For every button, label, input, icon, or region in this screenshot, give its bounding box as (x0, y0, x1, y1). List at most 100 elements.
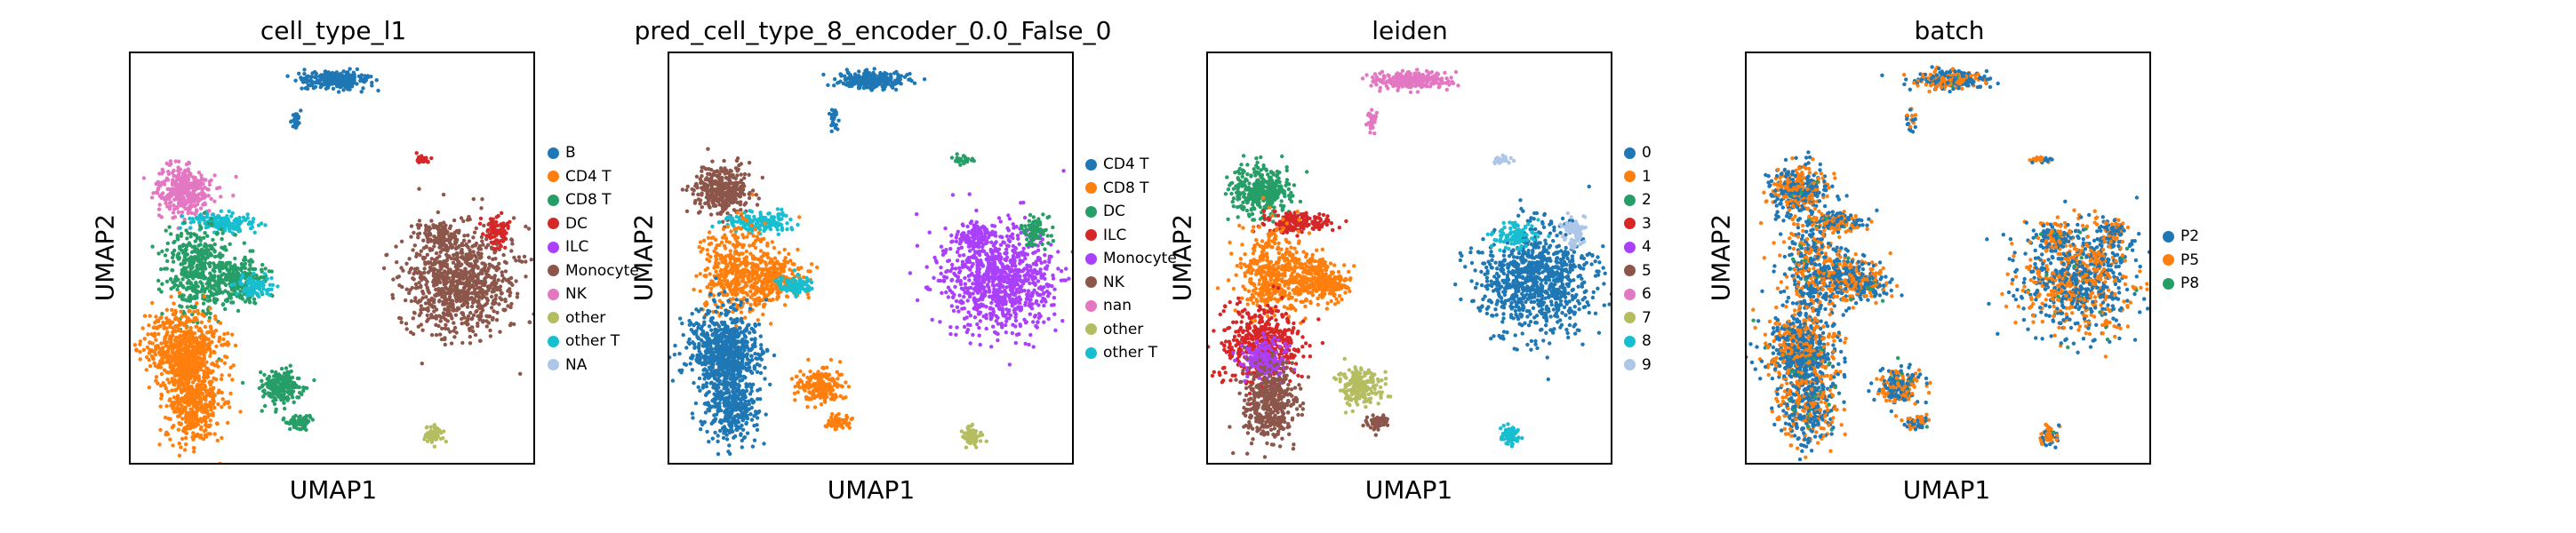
data-point (464, 282, 468, 287)
data-point (187, 309, 191, 314)
data-point (733, 166, 739, 171)
data-point (215, 230, 220, 235)
data-point (889, 76, 893, 81)
data-point (161, 360, 166, 365)
data-point (491, 257, 495, 261)
data-point (180, 210, 185, 214)
data-point (425, 319, 429, 323)
data-point (856, 76, 860, 82)
data-point (196, 186, 201, 190)
data-point (486, 255, 492, 259)
data-point (248, 276, 253, 281)
data-point (207, 318, 212, 323)
cluster-small_red (949, 152, 976, 167)
data-point (230, 211, 235, 216)
data-point (469, 284, 474, 289)
data-point (169, 188, 174, 194)
data-point (295, 426, 300, 431)
data-point (289, 369, 293, 374)
data-point (195, 343, 199, 347)
data-point (341, 69, 346, 74)
data-point (222, 361, 228, 365)
data-point (219, 377, 224, 381)
data-point (216, 390, 220, 395)
data-point (216, 402, 220, 407)
data-point (222, 402, 227, 406)
data-point (184, 273, 189, 277)
data-point (438, 319, 443, 323)
data-point (260, 378, 264, 383)
data-point (198, 257, 203, 261)
data-point (456, 289, 460, 293)
data-point (175, 206, 180, 211)
data-point (184, 415, 188, 420)
data-point (170, 180, 175, 185)
data-point (416, 235, 420, 240)
data-point (703, 201, 708, 206)
data-point (174, 396, 179, 401)
data-point (203, 256, 207, 260)
data-point (532, 312, 533, 316)
data-point (208, 394, 213, 399)
data-point (288, 426, 292, 432)
data-point (203, 242, 208, 246)
data-point (235, 227, 239, 231)
data-point (473, 262, 477, 267)
data-point (156, 182, 161, 187)
data-point (183, 206, 188, 211)
data-point (493, 293, 499, 298)
data-point (865, 76, 869, 80)
data-point (178, 294, 182, 298)
data-point (164, 432, 168, 437)
data-point (208, 311, 212, 315)
data-point (184, 228, 188, 233)
data-point (286, 386, 292, 391)
data-point (481, 320, 485, 324)
data-point (164, 316, 169, 321)
data-point (440, 326, 444, 330)
data-point (238, 282, 243, 286)
data-point (187, 392, 192, 396)
data-point (409, 298, 414, 304)
data-point (180, 314, 184, 319)
data-point (478, 338, 483, 343)
data-point (188, 220, 193, 225)
data-point (150, 341, 155, 346)
data-point (145, 345, 150, 350)
cluster-top_island (285, 67, 380, 94)
data-point (230, 378, 235, 382)
data-point (267, 385, 271, 389)
data-point (177, 171, 181, 175)
data-point (178, 304, 182, 308)
data-point (292, 385, 298, 390)
data-point (424, 245, 428, 250)
data-point (722, 201, 726, 205)
data-point (188, 329, 193, 333)
data-point (444, 223, 448, 227)
data-point (480, 197, 484, 202)
data-point (200, 391, 205, 396)
data-point (218, 251, 222, 256)
data-point (224, 354, 229, 360)
data-point (412, 230, 416, 235)
data-point (172, 301, 176, 306)
data-point (149, 195, 155, 200)
data-point (189, 362, 194, 367)
data-point (208, 298, 212, 303)
data-point (208, 306, 212, 311)
data-point (217, 290, 222, 295)
data-point (176, 414, 180, 418)
data-point (164, 279, 170, 284)
data-point (480, 239, 484, 243)
data-point (510, 242, 515, 246)
data-point (228, 260, 232, 265)
data-point (237, 228, 243, 233)
data-point (399, 320, 404, 324)
data-point (164, 332, 169, 337)
data-point (303, 86, 308, 91)
data-point (486, 274, 491, 279)
data-point (256, 284, 261, 289)
data-point (896, 80, 900, 84)
data-point (434, 251, 439, 256)
data-point (908, 71, 912, 76)
